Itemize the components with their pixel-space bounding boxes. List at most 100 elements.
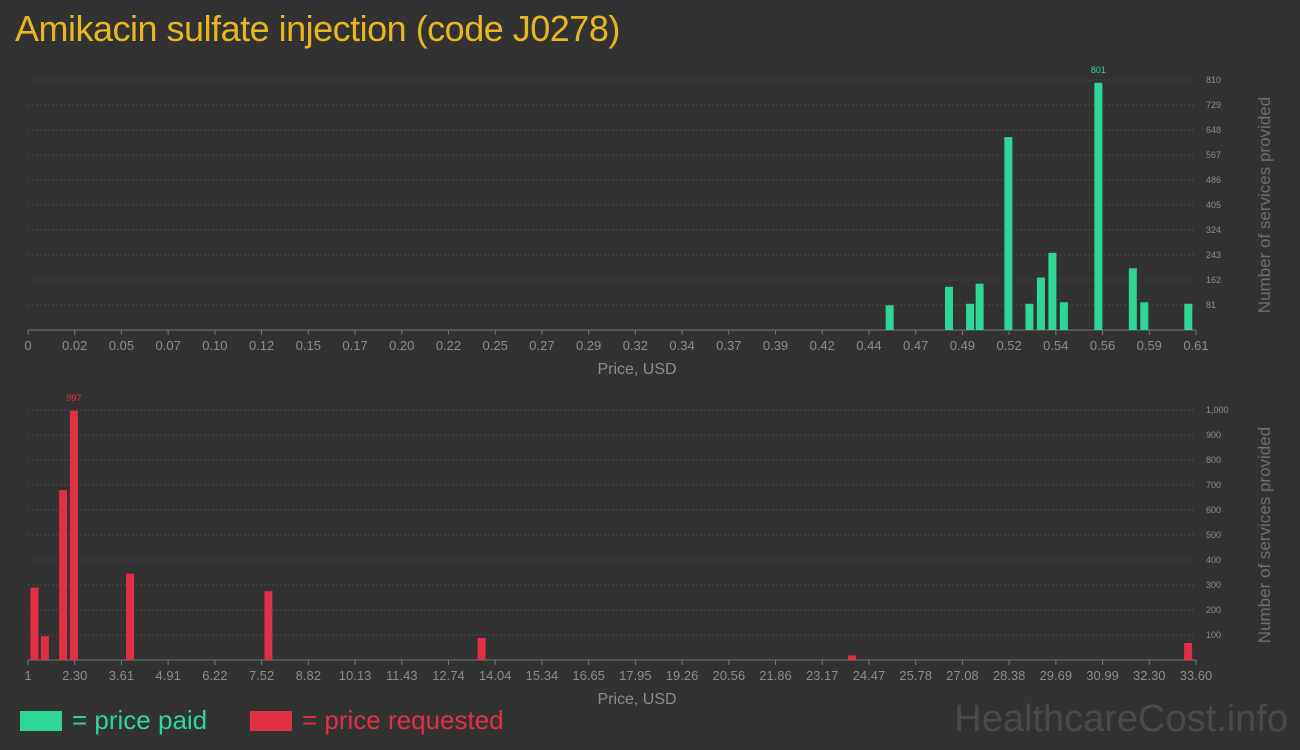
x-tick-label: 0.44 bbox=[856, 338, 881, 353]
x-tick-label: 0.56 bbox=[1090, 338, 1115, 353]
x-tick-label: 0.34 bbox=[669, 338, 694, 353]
bar bbox=[69, 410, 78, 660]
x-tick-label: 12.74 bbox=[432, 668, 465, 683]
x-tick-label: 0.27 bbox=[529, 338, 554, 353]
y-axis-label: Number of services provided bbox=[1255, 427, 1274, 643]
x-tick-label: 0.20 bbox=[389, 338, 414, 353]
x-tick-label: 0.02 bbox=[62, 338, 87, 353]
x-tick-label: 0.52 bbox=[996, 338, 1021, 353]
y-tick-label: 900 bbox=[1206, 430, 1221, 440]
bar bbox=[1048, 252, 1057, 330]
x-tick-label: 0.59 bbox=[1137, 338, 1162, 353]
x-tick-label: 19.26 bbox=[666, 668, 699, 683]
x-tick-label: 0.61 bbox=[1183, 338, 1208, 353]
x-tick-label: 30.99 bbox=[1086, 668, 1119, 683]
y-tick-label: 324 bbox=[1206, 225, 1221, 235]
x-tick-label: 0.25 bbox=[483, 338, 508, 353]
x-tick-label: 14.04 bbox=[479, 668, 512, 683]
x-tick-label: 21.86 bbox=[759, 668, 792, 683]
bar bbox=[1025, 303, 1034, 330]
x-tick-label: 4.91 bbox=[156, 668, 181, 683]
y-axis-label: Number of services provided bbox=[1255, 97, 1274, 313]
y-tick-label: 810 bbox=[1206, 75, 1221, 85]
x-tick-label: 28.38 bbox=[993, 668, 1026, 683]
y-tick-label: 200 bbox=[1206, 605, 1221, 615]
bar bbox=[264, 591, 273, 660]
x-tick-label: 0.39 bbox=[763, 338, 788, 353]
legend-requested: = price requested bbox=[250, 705, 504, 736]
peak-value-label: 801 bbox=[1091, 65, 1106, 75]
price-requested-chart: 100 200 300 400 500 600 700 800 900 1,000 1 2.30 3.6… bbox=[24, 393, 1274, 708]
x-tick-label: 0.42 bbox=[810, 338, 835, 353]
bar bbox=[477, 638, 486, 660]
x-tick-label: 11.43 bbox=[386, 668, 418, 683]
price-paid-chart: 81 162 243 324 405 486 567 648 729 810 0 0.02 0.05 0.… bbox=[24, 65, 1274, 378]
y-tick-label: 81 bbox=[1206, 300, 1216, 310]
bar bbox=[1140, 302, 1149, 330]
x-axis-label: Price, USD bbox=[597, 691, 676, 708]
x-tick-label: 24.47 bbox=[853, 668, 886, 683]
x-tick-label: 0.47 bbox=[903, 338, 928, 353]
page-title: Amikacin sulfate injection (code J0278) bbox=[15, 8, 620, 49]
y-tick-label: 486 bbox=[1206, 175, 1221, 185]
bar bbox=[40, 636, 49, 660]
x-tick-label: 0.05 bbox=[109, 338, 134, 353]
x-tick-label: 27.08 bbox=[946, 668, 979, 683]
x-tick-label: 20.56 bbox=[713, 668, 746, 683]
x-tick-label: 16.65 bbox=[572, 668, 605, 683]
legend-paid-label: = price paid bbox=[72, 705, 208, 735]
y-tick-label: 100 bbox=[1206, 630, 1221, 640]
bar bbox=[30, 587, 39, 660]
x-tick-label: 0 bbox=[24, 338, 31, 353]
x-tick-label: 8.82 bbox=[296, 668, 321, 683]
bar bbox=[848, 655, 857, 660]
x-tick-label: 0.07 bbox=[156, 338, 181, 353]
bar bbox=[126, 573, 135, 660]
x-axis-label: Price, USD bbox=[597, 361, 676, 378]
x-tick-label: 6.22 bbox=[202, 668, 227, 683]
x-tick-label: 17.95 bbox=[619, 668, 652, 683]
legend-paid: = price paid bbox=[20, 705, 207, 736]
bar bbox=[975, 283, 984, 330]
bar bbox=[944, 286, 953, 330]
x-tick-label: 0.10 bbox=[202, 338, 227, 353]
x-tick-label: 29.69 bbox=[1040, 668, 1073, 683]
y-tick-label: 243 bbox=[1206, 250, 1221, 260]
x-tick-label: 0.32 bbox=[623, 338, 648, 353]
y-tick-label: 300 bbox=[1206, 580, 1221, 590]
y-tick-label: 600 bbox=[1206, 505, 1221, 515]
bar bbox=[1128, 268, 1137, 330]
x-tick-label: 0.12 bbox=[249, 338, 274, 353]
x-tick-label: 0.37 bbox=[716, 338, 741, 353]
x-tick-label: 0.49 bbox=[950, 338, 975, 353]
bar bbox=[1059, 302, 1068, 330]
x-tick-label: 10.13 bbox=[339, 668, 372, 683]
y-tick-label: 405 bbox=[1206, 200, 1221, 210]
x-tick-label: 23.17 bbox=[806, 668, 839, 683]
bar bbox=[1184, 303, 1193, 330]
y-tick-label: 729 bbox=[1206, 100, 1221, 110]
x-tick-label: 33.60 bbox=[1180, 668, 1213, 683]
x-tick-label: 0.15 bbox=[296, 338, 321, 353]
bar bbox=[885, 305, 894, 330]
x-tick-label: 0.22 bbox=[436, 338, 461, 353]
y-tick-label: 500 bbox=[1206, 530, 1221, 540]
x-tick-label: 0.54 bbox=[1043, 338, 1068, 353]
bar bbox=[59, 490, 68, 660]
x-tick-label: 15.34 bbox=[526, 668, 559, 683]
x-tick-label: 0.17 bbox=[342, 338, 367, 353]
legend-requested-swatch bbox=[250, 710, 292, 731]
x-tick-label: 32.30 bbox=[1133, 668, 1166, 683]
legend-requested-label: = price requested bbox=[302, 705, 504, 735]
x-tick-label: 1 bbox=[24, 668, 31, 683]
bar bbox=[1094, 82, 1103, 331]
bar bbox=[1036, 277, 1045, 330]
x-tick-label: 2.30 bbox=[62, 668, 87, 683]
bar bbox=[1184, 643, 1193, 660]
legend-paid-swatch bbox=[20, 710, 62, 731]
y-tick-label: 1,000 bbox=[1206, 405, 1229, 415]
watermark: HealthcareCost.info bbox=[954, 698, 1288, 740]
x-tick-label: 25.78 bbox=[899, 668, 932, 683]
y-tick-label: 800 bbox=[1206, 455, 1221, 465]
x-tick-label: 0.29 bbox=[576, 338, 601, 353]
